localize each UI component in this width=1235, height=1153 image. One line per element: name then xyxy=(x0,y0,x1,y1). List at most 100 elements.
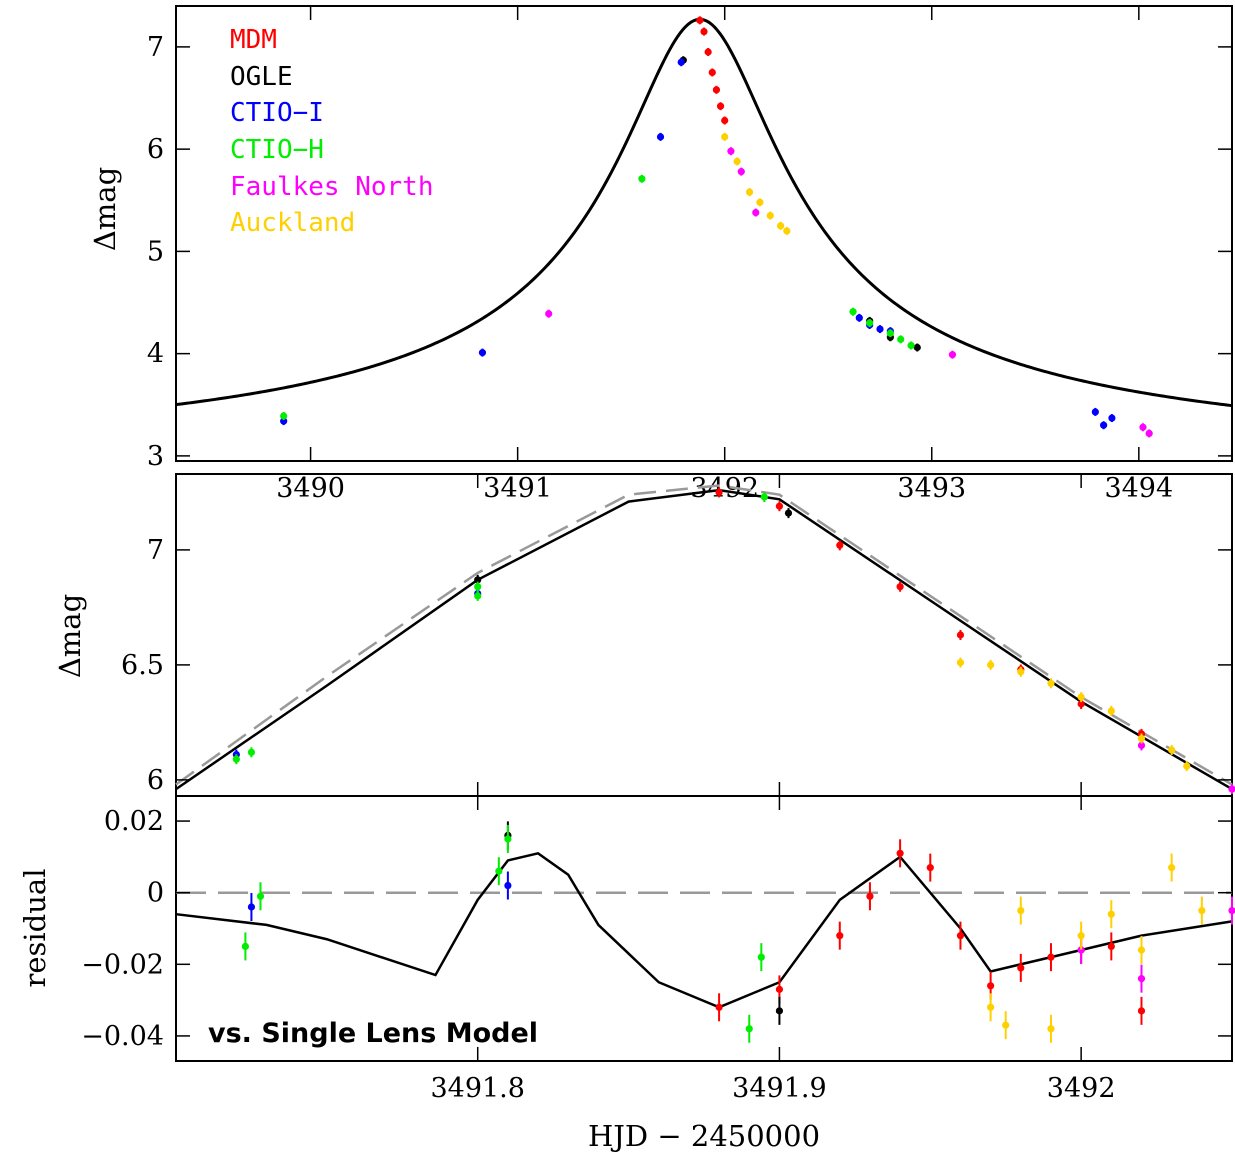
top-series-2-point-3 xyxy=(677,58,685,66)
middle-series-0-point-2 xyxy=(836,541,844,549)
middle-series-5-point-4 xyxy=(1077,693,1085,701)
middle-series-4 xyxy=(1137,740,1235,795)
top-frame xyxy=(175,5,1233,462)
middle-series-3-point-4 xyxy=(760,493,768,501)
top-series-2 xyxy=(280,58,1116,430)
bottom-panel: −0.04 −0.02 0 0.02 3491.8 3491.9 3492 xyxy=(81,795,1235,1104)
bottom-series-0-point-5 xyxy=(926,864,934,872)
bottom-xtick-label-0: 3491.8 xyxy=(430,1073,524,1104)
top-series-3 xyxy=(280,174,915,421)
middle-series-3-point-1 xyxy=(247,748,256,756)
top-series-2-point-1 xyxy=(478,349,487,357)
middle-series-0-point-0 xyxy=(715,488,723,496)
bottom-series-2-point-0 xyxy=(247,903,256,911)
top-series-4-point-3 xyxy=(752,208,760,217)
middle-series-4-point-0 xyxy=(1137,741,1146,750)
middle-series-2 xyxy=(232,588,482,760)
middle-panel: 66.57 xyxy=(121,473,1235,797)
top-series-0-point-6 xyxy=(721,116,729,125)
top-ytick-label-2: 5 xyxy=(147,236,164,267)
bottom-series-0-point-12 xyxy=(1137,1007,1146,1015)
middle-ytick-label-0: 6 xyxy=(147,765,164,796)
top-ylabel: Δmag xyxy=(88,167,122,251)
top-series-3-point-6 xyxy=(907,341,915,350)
middle-series-5-point-7 xyxy=(1168,746,1176,754)
top-series-5-point-3 xyxy=(756,198,764,206)
top-series-5 xyxy=(721,132,791,235)
middle-series-0-point-1 xyxy=(775,502,784,510)
middle-series-5-point-6 xyxy=(1137,734,1146,743)
x-axis-title: HJD − 2450000 xyxy=(588,1119,820,1153)
bottom-series-0-point-1 xyxy=(775,985,784,993)
top-series-2-point-2 xyxy=(656,133,665,141)
bottom-series-5-point-7 xyxy=(1168,864,1176,872)
middle-series-3-point-2 xyxy=(474,592,482,600)
bottom-series-5-point-6 xyxy=(1137,946,1146,954)
top-ytick-label-1: 4 xyxy=(147,339,164,370)
bottom-xtick-label-2: 3492 xyxy=(1047,1073,1116,1104)
middle-model-line xyxy=(175,488,1233,791)
top-series-4-point-5 xyxy=(1139,423,1147,431)
top-series-2-point-10 xyxy=(1108,414,1116,422)
bottom-series-4 xyxy=(1077,896,1235,993)
top-series-5-point-1 xyxy=(733,157,741,166)
middle-series-3-point-0 xyxy=(232,755,240,763)
bottom-series-5-point-3 xyxy=(1047,1025,1055,1033)
legend-entry-faulkes-north: Faulkes North xyxy=(230,172,434,202)
bottom-series-5-point-2 xyxy=(1017,906,1025,915)
top-series-2-point-4 xyxy=(855,314,863,322)
top-series-0-point-4 xyxy=(712,86,721,94)
top-xtick-label-3: 3493 xyxy=(897,473,966,504)
bottom-series-3 xyxy=(241,824,765,1043)
top-series-3-point-0 xyxy=(280,412,288,420)
bottom-series-1-point-1 xyxy=(775,1007,784,1015)
middle-series-3-point-3 xyxy=(474,583,482,591)
bottom-series-0-point-3 xyxy=(866,892,874,900)
bottom-series-4-point-2 xyxy=(1228,906,1235,915)
bottom-series-4-point-0 xyxy=(1077,946,1085,954)
middle-series-5-point-5 xyxy=(1107,707,1115,715)
bottom-series-3-point-0 xyxy=(241,942,249,951)
top-series-0-point-1 xyxy=(700,27,708,36)
top-series-5-point-2 xyxy=(745,188,754,196)
bottom-series-2-point-1 xyxy=(504,881,512,890)
bottom-series-2 xyxy=(247,871,512,922)
bottom-series-3-point-1 xyxy=(256,892,265,900)
top-series-3-point-5 xyxy=(897,335,905,343)
bottom-series-0-point-7 xyxy=(987,982,995,990)
middle-dashed-model-line xyxy=(175,484,1233,786)
bottom-series-0-point-11 xyxy=(1107,942,1115,951)
bottom-series-4-point-1 xyxy=(1137,975,1146,983)
top-series-0-point-3 xyxy=(708,68,716,77)
middle-series-5 xyxy=(956,657,1191,772)
middle-series-1-point-1 xyxy=(784,509,793,517)
middle-series-0-point-6 xyxy=(1077,700,1085,708)
top-series-4-point-2 xyxy=(737,168,745,176)
middle-series-5-point-3 xyxy=(1047,679,1055,687)
bottom-series-0 xyxy=(715,839,1146,1025)
bottom-series-0-point-2 xyxy=(836,932,844,940)
bottom-series-0-point-0 xyxy=(715,1003,723,1011)
top-xtick-label-0: 3490 xyxy=(276,473,345,504)
bottom-series-3-point-3 xyxy=(504,835,512,843)
bottom-series-3-point-5 xyxy=(757,953,765,961)
top-series-5-point-5 xyxy=(777,222,785,230)
top-series-0-point-0 xyxy=(696,16,704,24)
bottom-ylabel: residual xyxy=(18,869,52,988)
top-series-3-point-4 xyxy=(886,329,894,337)
top-series-5-point-6 xyxy=(783,227,791,235)
bottom-model-line xyxy=(175,851,1233,1009)
bottom-series-0-point-8 xyxy=(1017,964,1025,972)
legend-entry-mdm: MDM xyxy=(230,25,277,55)
bottom-series-3-point-2 xyxy=(495,867,503,875)
bottom-ytick-label-0: −0.04 xyxy=(81,1021,164,1052)
middle-ytick-label-2: 7 xyxy=(147,535,164,566)
top-series-5-point-4 xyxy=(766,212,774,220)
middle-ylabel: Δmag xyxy=(53,594,87,678)
top-series-2-point-9 xyxy=(1100,421,1108,429)
top-series-4-point-4 xyxy=(948,351,957,359)
middle-series-1-point-0 xyxy=(474,576,482,584)
top-xtick-label-1: 3491 xyxy=(483,473,552,504)
bottom-series-5-point-1 xyxy=(1002,1021,1010,1029)
